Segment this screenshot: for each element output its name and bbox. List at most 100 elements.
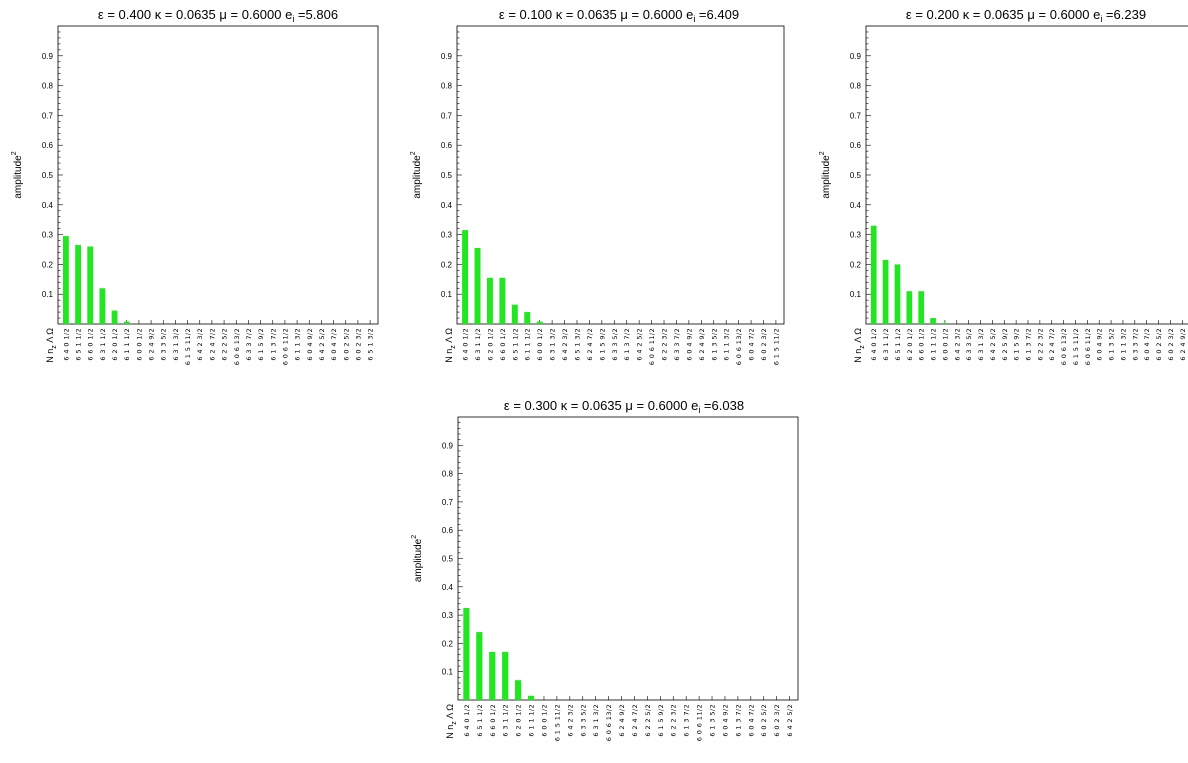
x-tick-label: 6 0 6 13/2: [1060, 328, 1068, 365]
x-tick-label: 6 5 1 3/2: [367, 328, 375, 361]
y-tick-label: 0.4: [441, 201, 453, 210]
x-tick-label: 6 3 3 5/2: [965, 328, 973, 361]
x-tick-label: 6 2 4 7/2: [631, 704, 639, 737]
plot-frame: [456, 25, 785, 325]
x-tick-label: 6 5 1 1/2: [894, 328, 902, 361]
bar: [536, 321, 543, 324]
x-tick-label: 6 3 1 1/2: [882, 328, 890, 361]
x-tick-label: 6 1 3 5/2: [710, 328, 718, 361]
x-tick-label: 6 3 1 3/2: [172, 328, 180, 361]
y-tick-label: 0.9: [850, 52, 862, 61]
x-tick-label: 6 0 4 7/2: [748, 328, 756, 361]
x-tick-label: 6 2 0 1/2: [111, 328, 119, 361]
x-tick-label: 6 2 0 1/2: [515, 704, 523, 737]
y-tick-label: 0.4: [442, 583, 454, 592]
title-mu: μ = 0.6000: [1024, 7, 1090, 22]
y-tick-label: 0.1: [42, 290, 54, 299]
y-tick-label: 0.7: [850, 111, 862, 120]
title-kappa: κ = 0.0635: [557, 398, 622, 413]
chart-title: ε = 0.100 κ = 0.0635 μ = 0.6000 ei =6.40…: [499, 7, 739, 24]
title-mu: μ = 0.6000: [216, 7, 282, 22]
x-tick-label: 6 0 6 11/2: [696, 704, 704, 741]
x-tick-label: 6 0 2 3/2: [760, 328, 768, 361]
title-epsilon: ε = 0.200: [906, 7, 959, 22]
bar: [87, 246, 94, 324]
x-tick-label: 6 1 1 3/2: [1119, 328, 1127, 361]
title-kappa: κ = 0.0635: [552, 7, 617, 22]
x-axis-header: N nz Λ Ω: [853, 328, 866, 363]
title-ei: e: [687, 398, 698, 413]
title-ei: e: [281, 7, 292, 22]
x-header-rest: Λ Ω: [45, 328, 55, 346]
x-tick-label: 6 2 4 7/2: [586, 328, 594, 361]
x-tick-label: 6 4 2 5/2: [636, 328, 644, 361]
title-kappa: κ = 0.0635: [959, 7, 1024, 22]
title-ei-value: =6.409: [695, 7, 739, 22]
x-tick-label: 6 0 0 1/2: [941, 328, 949, 361]
x-tick-label: 6 3 1 3/2: [592, 704, 600, 737]
x-tick-label: 6 0 6 13/2: [605, 704, 613, 741]
bar: [527, 695, 535, 700]
x-tick-label: 6 4 2 5/2: [318, 328, 326, 361]
x-tick-label: 6 0 4 7/2: [747, 704, 755, 737]
x-header-main: N n: [45, 349, 55, 363]
title-ei-subscript: i: [292, 14, 294, 24]
x-tick-label: 6 3 3 7/2: [673, 328, 681, 361]
bar: [882, 259, 889, 324]
y-axis-label-text: amplitude: [413, 538, 424, 582]
x-tick-label: 6 3 1 3/2: [549, 328, 557, 361]
x-tick-label: 6 1 5 11/2: [184, 328, 192, 365]
x-axis-header: N nz Λ Ω: [444, 328, 457, 363]
x-tick-label: 6 3 1 1/2: [502, 704, 510, 737]
y-tick-label: 0.6: [441, 141, 453, 150]
bar: [486, 277, 493, 324]
x-tick-label: 6 1 5 9/2: [657, 704, 665, 737]
bar: [111, 310, 118, 324]
x-tick-label: 6 4 0 1/2: [870, 328, 878, 361]
title-epsilon: ε = 0.400: [98, 7, 151, 22]
x-tick-label: 6 5 1 3/2: [573, 328, 581, 361]
x-tick-label: 6 2 2 3/2: [670, 704, 678, 737]
x-tick-label: 6 1 1 3/2: [723, 328, 731, 361]
x-tick-label: 6 3 3 5/2: [579, 704, 587, 737]
y-axis-label-superscript: 2: [11, 151, 18, 155]
x-tick-label: 6 2 4 9/2: [618, 704, 626, 737]
title-mu: μ = 0.6000: [617, 7, 683, 22]
title-epsilon: ε = 0.300: [504, 398, 557, 413]
y-tick-label: 0.7: [42, 111, 54, 120]
x-tick-label: 6 0 2 5/2: [1155, 328, 1163, 361]
bar: [515, 680, 522, 700]
x-tick-label: 6 1 3 7/2: [269, 328, 277, 361]
bar: [524, 312, 531, 324]
x-tick-label: 6 0 2 5/2: [760, 704, 768, 737]
title-ei: e: [682, 7, 693, 22]
y-tick-label: 0.9: [442, 441, 454, 450]
x-tick-label: 6 4 0 1/2: [62, 328, 70, 361]
title-ei-subscript: i: [693, 14, 695, 24]
bar: [502, 651, 509, 700]
x-tick-label: 6 1 1 1/2: [123, 328, 131, 361]
x-header-subscript: z: [51, 345, 58, 349]
x-tick-label: 6 1 5 9/2: [1013, 328, 1021, 361]
x-tick-label: 6 2 2 3/2: [1036, 328, 1044, 361]
bar: [930, 318, 936, 324]
y-tick-label: 0.3: [442, 611, 454, 620]
y-tick-label: 0.7: [441, 111, 453, 120]
x-axis-header: N nz Λ Ω: [45, 328, 58, 363]
y-tick-label: 0.6: [850, 141, 862, 150]
y-tick-label: 0.2: [441, 260, 453, 269]
plot-frame: [457, 416, 799, 701]
x-tick-label: 6 6 0 1/2: [918, 328, 926, 361]
y-tick-label: 0.4: [42, 201, 54, 210]
y-axis-label-text: amplitude: [13, 155, 24, 199]
x-tick-label: 6 0 0 1/2: [540, 704, 548, 737]
bar: [99, 288, 106, 324]
y-tick-label: 0.3: [42, 231, 54, 240]
x-tick-label: 6 3 1 3/2: [977, 328, 985, 361]
x-tick-label: 6 0 4 9/2: [721, 704, 729, 737]
x-tick-label: 6 6 0 1/2: [87, 328, 95, 361]
x-tick-label: 6 1 1 1/2: [930, 328, 938, 361]
x-tick-label: 6 3 3 5/2: [611, 328, 619, 361]
x-tick-label: 6 0 6 11/2: [281, 328, 289, 365]
x-tick-label: 6 0 4 9/2: [1096, 328, 1104, 361]
